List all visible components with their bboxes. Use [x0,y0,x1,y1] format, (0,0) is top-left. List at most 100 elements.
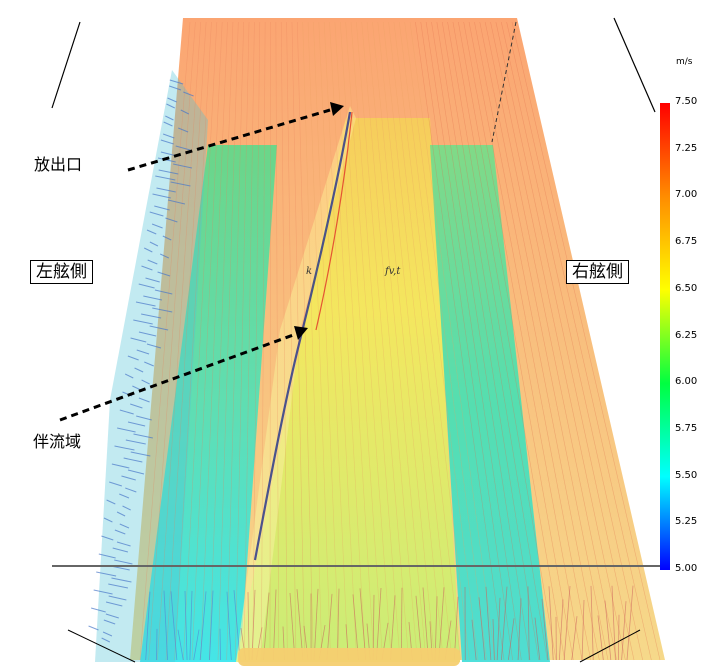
velocity-vector [490,21,626,661]
velocity-vector [138,397,150,403]
velocity-vector [468,21,591,661]
velocity-vector [116,541,131,547]
velocity-vector [345,21,392,661]
velocity-vector [388,21,461,661]
velocity-vector [496,597,501,661]
velocity-vector [318,21,349,661]
velocity-vector [138,331,157,337]
velocity-vector [169,85,182,91]
velocity-vector [323,21,357,661]
velocity-vector [441,21,548,661]
velocity-vector [105,613,119,619]
velocity-vector [141,379,150,385]
velocity-vector [154,289,173,295]
colorbar-tick-label: 7.25 [675,142,698,154]
velocity-vector [177,629,184,661]
velocity-vector [169,79,184,85]
velocity-vector [173,163,193,169]
velocity-vector [154,205,170,211]
velocity-vector [233,590,241,661]
hull-bottom-left [67,629,136,663]
velocity-vector [149,211,164,217]
velocity-vector [500,21,643,661]
field-mark-k: k [306,266,313,277]
velocity-vector [163,121,173,127]
discharge-plume [236,106,356,662]
field-mark-fvt: fv,t [385,266,401,277]
velocity-vectors [88,21,661,661]
velocity-vector [130,451,151,457]
velocity-vector [167,199,186,205]
velocity-vector [151,223,163,229]
velocity-vector [209,21,234,661]
velocity-vector [141,265,153,271]
velocity-vector [581,600,585,661]
velocity-vector [101,535,114,541]
velocity-vector [143,295,163,301]
wake-mixing-region [95,70,208,662]
velocity-vector [621,601,627,661]
velocity-vector [167,97,177,103]
velocity-vector [517,598,522,661]
velocity-vector [209,590,214,661]
velocity-vector [463,21,583,661]
colorbar-tick-label: 5.50 [675,469,698,481]
colorbar-tick-label: 5.75 [675,422,698,434]
colorbar-tick-label: 7.00 [675,189,698,201]
velocity-vector [158,169,179,175]
velocity-vector [558,599,564,661]
velocity-vector [116,511,126,517]
velocity-vector [474,21,600,661]
velocity-vector [125,439,146,445]
velocity-vector [280,21,288,661]
wake-region-label: 伴流域 [33,432,82,451]
velocity-vector [183,91,194,97]
velocity-vector [399,21,479,661]
velocity-vector [193,629,200,661]
velocity-vector [286,21,297,661]
velocity-vector [200,21,228,661]
velocity-vector [541,598,549,661]
wake-arrow [59,332,297,422]
colorbar-unit: m/s [676,57,693,67]
velocity-vector [431,21,531,661]
outlet-label: 放出口 [34,155,83,174]
velocity-vector [165,115,174,121]
velocity-vector [527,586,530,661]
hull-outline-left [51,21,81,109]
hull-dashed-line [491,21,517,143]
velocity-vector [111,577,132,583]
velocity-vector [184,590,188,661]
velocity-vector [252,21,261,661]
velocity-vector [103,517,113,523]
velocity-vector [132,385,142,391]
velocity-vector [149,241,159,247]
velocity-vector [438,587,445,661]
velocity-vector [114,559,133,565]
velocity-vector [106,499,116,505]
velocity-vector [152,307,173,313]
velocity-vector [121,475,136,481]
colorbar-tick-label: 6.75 [675,236,698,248]
velocity-vector [127,469,145,475]
velocity-vector [590,585,594,661]
velocity-vector [114,529,126,535]
velocity-vector [119,409,134,415]
velocity-vector [109,481,122,487]
velocity-vector [159,253,170,259]
velocity-vector [162,235,172,241]
velocity-vector [141,313,162,319]
velocity-vector [103,619,116,625]
velocity-vector [108,583,129,589]
velocity-vector [501,586,508,661]
velocity-vector [145,591,151,661]
velocity-vector [170,591,178,661]
velocity-vector [178,127,189,133]
starboard-side-label: 右舷側 [566,260,629,284]
velocity-vector [307,21,331,661]
velocity-vector [135,301,156,307]
velocity-vector [170,181,191,187]
velocity-vector [219,628,221,661]
velocity-vector [507,618,515,661]
velocity-vector [183,21,218,661]
